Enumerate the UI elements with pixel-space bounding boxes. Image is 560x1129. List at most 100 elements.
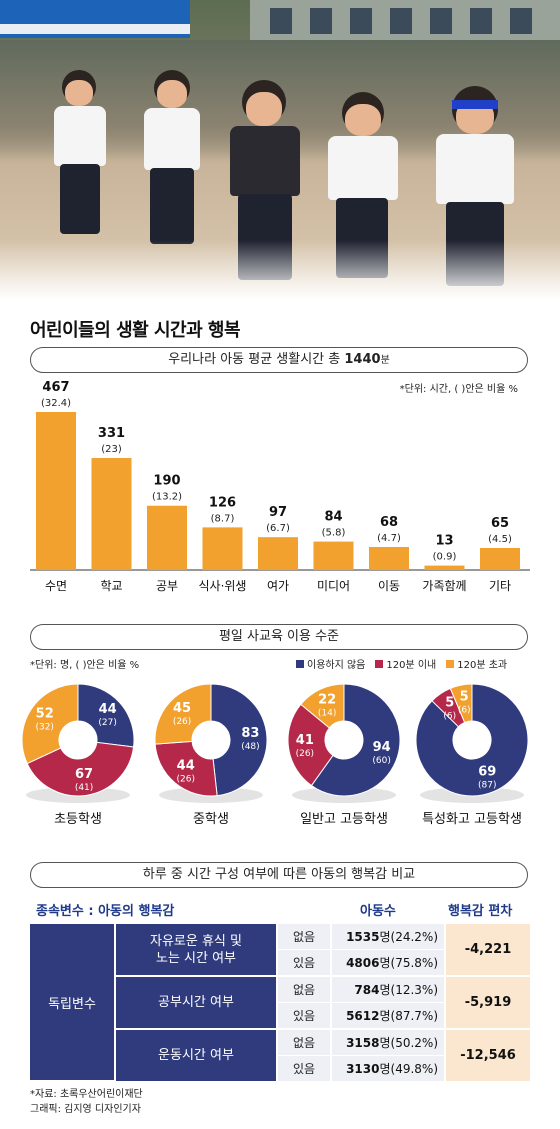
independent-variable-label: 독립변수 <box>30 924 114 1080</box>
table-header: 종속변수 : 아동의 행복감 아동수 행복감 편차 <box>30 900 530 922</box>
slice-pct: (14) <box>318 708 336 718</box>
count-cell: 784 명 (12.3%) <box>332 977 444 1002</box>
bar <box>147 505 187 570</box>
deviation-cell: -4,221 <box>446 924 530 975</box>
legend-swatch <box>296 659 304 668</box>
slice-pct: (60) <box>372 756 390 766</box>
count-unit: 명 <box>379 1062 391 1076</box>
page-title: 어린이들의 생활 시간과 행복 <box>30 320 241 341</box>
group-label: 중학생 <box>193 812 229 827</box>
count-pct: (24.2%) <box>390 929 438 944</box>
donut-legend: 이용하지 않음 120분 이내 120분 초과 <box>296 656 507 671</box>
legend-item-under120: 120분 이내 <box>375 656 436 671</box>
pct-label: (4.5) <box>488 534 512 545</box>
yes-no-cell: 있음 <box>278 1003 330 1028</box>
donut-section-header: 평일 사교육 이용 수준 <box>30 624 528 650</box>
source-line: *자료: 초록우산어린이재단 <box>30 1089 143 1100</box>
source-credit: *자료: 초록우산어린이재단 그래픽: 김지영 디자인기자 <box>30 1087 143 1117</box>
donut-unit-note: *단위: 명, ( )안은 비율 % <box>30 660 140 671</box>
count-cell: 3158 명 (50.2%) <box>332 1030 444 1055</box>
slice-value: 45 <box>173 701 191 716</box>
category-label: 식사·위생 <box>199 579 247 593</box>
legend-label: 이용하지 않음 <box>307 660 366 671</box>
slice-pct: (87) <box>478 780 496 790</box>
donut-slice <box>210 683 268 797</box>
count-cell: 1535 명 (24.2%) <box>332 924 444 949</box>
value-label: 126 <box>209 495 236 510</box>
count-cell: 5612 명 (87.7%) <box>332 1003 444 1028</box>
bar <box>36 412 76 570</box>
legend-swatch <box>375 659 384 668</box>
slice-value: 52 <box>36 707 54 722</box>
legend-swatch <box>446 659 455 668</box>
legend-label: 120분 이내 <box>386 660 437 671</box>
yes-no-cell: 없음 <box>278 977 330 1002</box>
bar <box>424 565 465 570</box>
count-pct: (50.2%) <box>390 1035 438 1050</box>
slice-value: 41 <box>296 733 314 748</box>
count-value: 784 <box>354 982 380 997</box>
slice-pct: (48) <box>241 742 259 752</box>
variable-name: 공부시간 여부 <box>116 977 276 1028</box>
deviation-cell: -12,546 <box>446 1030 530 1081</box>
category-label: 학교 <box>100 579 122 593</box>
donut-slice <box>21 683 79 765</box>
slice-pct: (26) <box>296 749 314 759</box>
count-cell: 4806 명 (75.8%) <box>332 950 444 975</box>
donut-slice <box>300 683 345 729</box>
pct-label: (13.2) <box>152 492 182 503</box>
slice-value: 69 <box>478 764 496 779</box>
count-pct: (87.7%) <box>390 1008 438 1023</box>
donut-charts: 44(27)67(41)52(32)초등학생83(48)44(26)45(26)… <box>21 683 529 827</box>
value-label: 68 <box>380 515 398 530</box>
category-label: 공부 <box>156 579 178 593</box>
credit-line: 그래픽: 김지영 디자인기자 <box>30 1104 141 1115</box>
donut-slice <box>415 683 529 797</box>
count-value: 4806 <box>346 955 380 970</box>
count-pct: (12.3%) <box>390 982 438 997</box>
group-label: 특성화고 고등학생 <box>422 812 522 827</box>
bar <box>91 458 132 570</box>
table-section-header: 하루 중 시간 구성 여부에 따른 아동의 행복감 비교 <box>30 862 528 888</box>
donut-slice <box>310 683 401 797</box>
slice-value: 5 <box>460 689 469 704</box>
category-label: 여가 <box>267 579 289 593</box>
donut-slice <box>154 740 218 797</box>
pct-label: (23) <box>101 444 122 455</box>
count-value: 3158 <box>346 1035 380 1050</box>
pct-label: (4.7) <box>377 533 401 544</box>
bar <box>480 548 520 570</box>
count-value: 3130 <box>346 1061 380 1076</box>
slice-pct: (26) <box>173 717 191 727</box>
slice-value: 94 <box>373 740 391 755</box>
yes-no-cell: 없음 <box>278 1030 330 1055</box>
bar <box>202 527 243 570</box>
slice-pct: (6) <box>458 705 471 715</box>
group-label: 일반고 고등학생 <box>300 812 388 827</box>
header-dependent: 종속변수 : 아동의 행복감 <box>36 904 175 919</box>
count-unit: 명 <box>379 930 391 944</box>
slice-value: 5 <box>445 695 454 710</box>
running-child <box>138 70 208 260</box>
value-label: 190 <box>153 474 180 489</box>
count-value: 1535 <box>346 929 380 944</box>
bar <box>313 541 354 570</box>
value-label: 331 <box>98 426 125 441</box>
category-label: 이동 <box>378 579 400 593</box>
legend-item-over120: 120분 초과 <box>446 656 507 671</box>
category-label: 기타 <box>489 579 511 593</box>
value-label: 84 <box>324 510 342 525</box>
bar-header-unit: 분 <box>380 355 390 366</box>
count-unit: 명 <box>379 1009 391 1023</box>
table-body: 독립변수 자유로운 휴식 및 노는 시간 여부 없음 1535 명 (24.2%) … <box>30 924 530 1081</box>
yes-no-cell: 있음 <box>278 1056 330 1081</box>
group-label: 초등학생 <box>54 812 102 827</box>
count-value: 5612 <box>346 1008 380 1023</box>
count-unit: 명 <box>379 1036 391 1050</box>
bar-chart: 467 (32.4) 수면 331 (23) 학교 190 (13.2) 공부 126 (8.7) 식… <box>30 380 530 593</box>
slice-pct: (27) <box>98 718 116 728</box>
yes-no-cell: 있음 <box>278 950 330 975</box>
variable-name: 자유로운 휴식 및 노는 시간 여부 <box>116 924 276 975</box>
category-label: 가족함께 <box>422 579 466 593</box>
bar <box>258 537 298 570</box>
